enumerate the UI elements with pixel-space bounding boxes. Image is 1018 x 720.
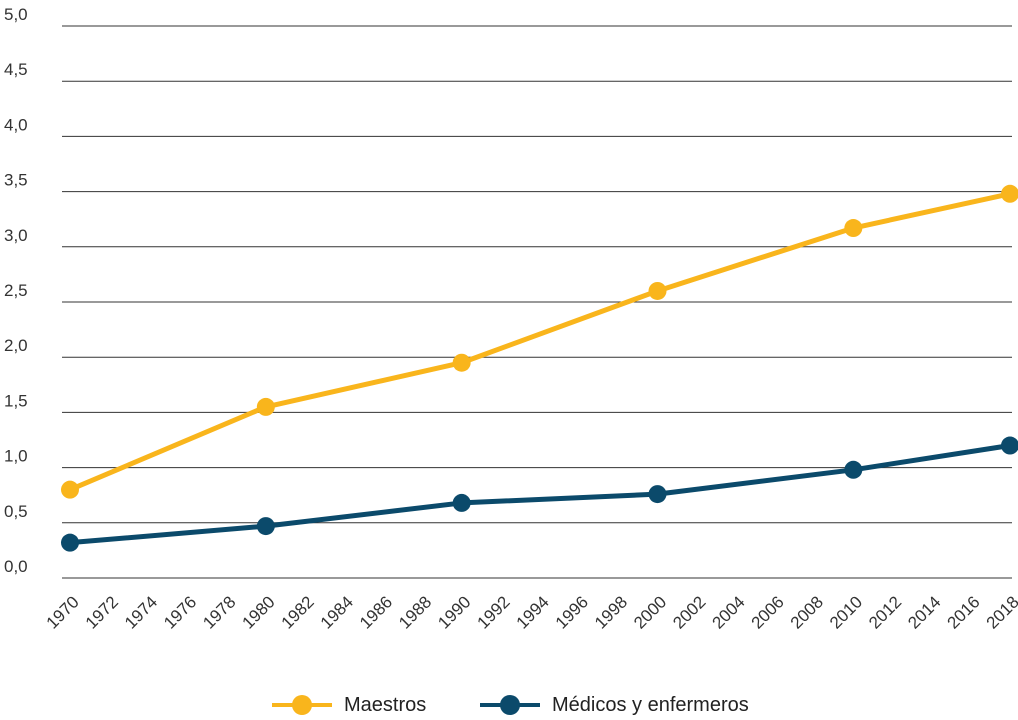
legend: Maestros Médicos y enfermeros <box>0 692 1018 720</box>
legend-swatch-medicos-y-enfermeros <box>480 695 540 715</box>
x-tick-label: 1970 <box>43 592 83 632</box>
data-point <box>452 353 471 372</box>
y-tick-label: 3,5 <box>4 171 28 190</box>
x-tick-label: 1972 <box>82 592 122 632</box>
data-point <box>844 219 863 238</box>
x-tick-label: 1982 <box>278 592 318 632</box>
data-point <box>452 493 471 512</box>
y-tick-label: 1,0 <box>4 447 28 466</box>
data-point <box>1001 436 1018 455</box>
x-axis-tick-labels: 1970197219741976197819801982198419861988… <box>43 592 1018 632</box>
x-tick-label: 2012 <box>865 592 905 632</box>
data-point <box>256 517 275 536</box>
x-tick-label: 1974 <box>121 592 161 632</box>
data-point <box>61 533 79 552</box>
y-tick-label: 4,5 <box>4 60 28 79</box>
x-tick-label: 2018 <box>983 592 1018 632</box>
y-tick-label: 2,5 <box>4 281 28 300</box>
legend-label-maestros: Maestros <box>344 693 427 716</box>
x-tick-label: 2014 <box>904 592 944 632</box>
x-tick-label: 2010 <box>826 592 866 632</box>
y-tick-label: 1,5 <box>4 391 28 410</box>
y-tick-label: 2,0 <box>4 336 28 355</box>
legend-swatch-maestros <box>272 695 332 715</box>
y-tick-label: 5,0 <box>4 5 28 24</box>
x-tick-label: 2002 <box>669 592 709 632</box>
x-tick-label: 2000 <box>630 592 670 632</box>
x-tick-label: 1996 <box>552 592 592 632</box>
x-tick-label: 1994 <box>513 592 553 632</box>
x-tick-label: 1992 <box>473 592 513 632</box>
legend-item-medicos-y-enfermeros: Médicos y enfermeros <box>480 692 749 718</box>
x-tick-label: 1998 <box>591 592 631 632</box>
data-point <box>648 485 667 504</box>
series-line-0 <box>69 191 1011 492</box>
series-line-1 <box>69 443 1011 546</box>
legend-item-maestros: Maestros <box>272 692 426 718</box>
x-tick-label: 1976 <box>160 592 200 632</box>
y-axis-tick-labels: 0,0 0,5 1,0 1,5 2,0 2,5 3,0 3,5 4,0 4,5 5,0 <box>4 5 28 576</box>
data-point <box>1001 184 1018 203</box>
data-point <box>256 397 275 416</box>
data-point <box>648 281 667 300</box>
x-tick-label: 2004 <box>708 592 748 632</box>
x-tick-label: 1986 <box>356 592 396 632</box>
x-tick-label: 1988 <box>395 592 435 632</box>
data-point <box>61 480 79 499</box>
y-tick-label: 4,0 <box>4 115 28 134</box>
y-tick-label: 3,0 <box>4 226 28 245</box>
legend-label-medicos-y-enfermeros: Médicos y enfermeros <box>552 693 749 716</box>
x-tick-label: 1990 <box>434 592 474 632</box>
series-lines <box>61 184 1018 552</box>
x-tick-label: 2006 <box>748 592 788 632</box>
x-tick-label: 1980 <box>238 592 278 632</box>
x-tick-label: 2016 <box>943 592 983 632</box>
x-tick-label: 1984 <box>317 592 357 632</box>
y-tick-label: 0,0 <box>4 557 28 576</box>
data-point <box>844 460 863 479</box>
line-chart: 0,00,51,01,52,02,53,03,54,04,55,0 197019… <box>4 5 1018 633</box>
y-tick-label: 0,5 <box>4 502 28 521</box>
x-tick-label: 2008 <box>787 592 827 632</box>
x-tick-label: 1978 <box>199 592 239 632</box>
gridlines <box>62 25 1012 579</box>
